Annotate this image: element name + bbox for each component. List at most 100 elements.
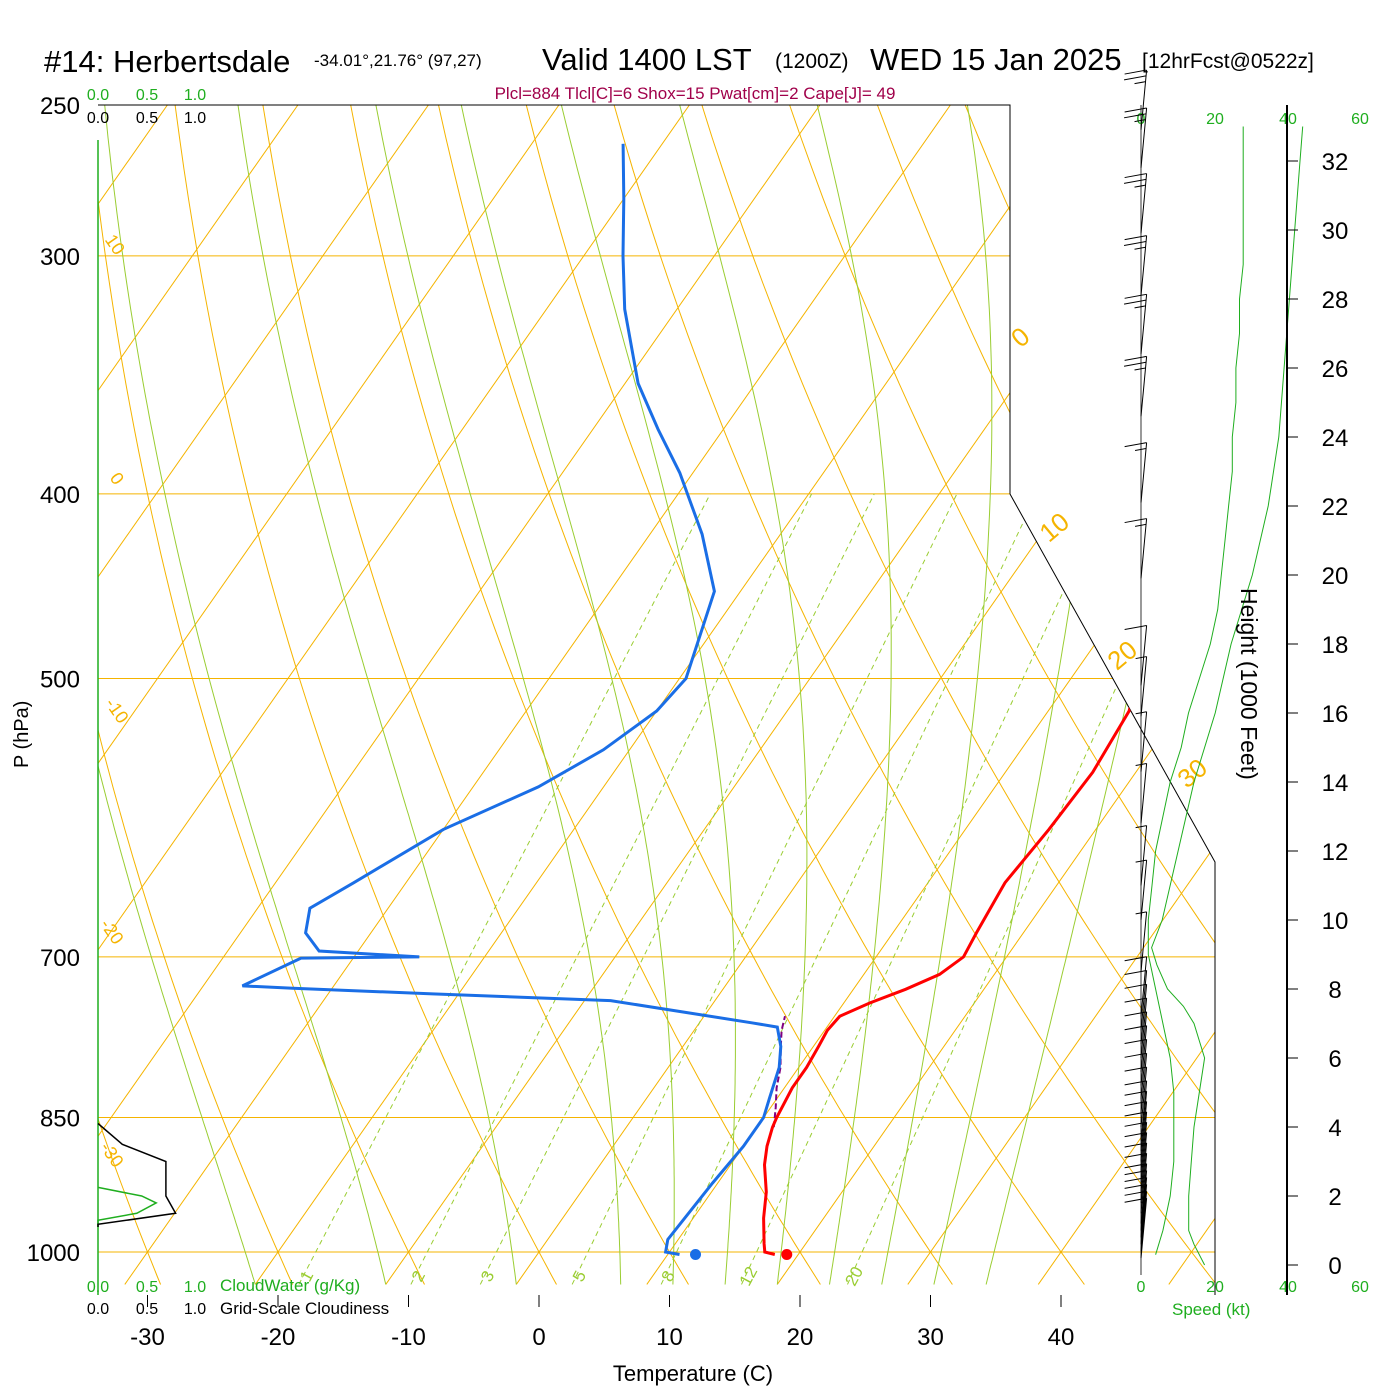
cloudwater-tick-bottom: 1.0: [184, 1279, 206, 1296]
height-tick-label: 2: [1328, 1184, 1341, 1211]
height-reference-curve: [1151, 126, 1304, 1266]
zulu-time: (1200Z): [775, 50, 849, 73]
dry-adiabat: [525, 105, 1085, 1285]
isotherm-line: [98, 105, 429, 1285]
wind-speed-tick-top: 20: [1206, 111, 1224, 128]
moist-adiabat: [98, 105, 256, 1285]
wind-speed-axis-title: Speed (kt): [1172, 1300, 1250, 1319]
moist-adiabat: [560, 105, 736, 1285]
cloudiness-tick-top: 0.0: [87, 110, 109, 127]
cloudiness-tick-bottom: 1.0: [184, 1301, 206, 1318]
cloudwater-tick-top: 0.0: [87, 87, 109, 104]
wind-barb: [1135, 763, 1148, 824]
station-title: #14: Herbertsdale: [44, 44, 290, 79]
wind-speed-tick-bottom: 40: [1279, 1279, 1297, 1296]
wind-barb: [1135, 859, 1148, 921]
temperature-axis-title: Temperature (C): [613, 1361, 773, 1386]
temperature-tick-label: 10: [656, 1324, 683, 1351]
dry-adiabat: [438, 105, 953, 1285]
isotherm-label: -10: [101, 694, 132, 727]
temperature-tick-label: 20: [787, 1324, 814, 1351]
wind-barb: [1135, 825, 1148, 886]
wind-barb: [1123, 173, 1148, 234]
pressure-axis: 250 300 400 500 700 850 1000: [27, 93, 80, 1267]
isotherm-line: [515, 105, 1215, 1285]
height-tick-label: 26: [1322, 356, 1349, 383]
height-tick-label: 4: [1328, 1115, 1341, 1142]
isotherm-label: 0: [106, 469, 128, 489]
wind-barb: [1124, 625, 1148, 686]
dry-adiabat: [174, 105, 557, 1285]
moist-adiabat: [816, 105, 892, 1285]
mixing-ratio-label: 8: [658, 1268, 679, 1285]
wind-barb: [1124, 442, 1148, 503]
mixing-ratio-label: 12: [736, 1263, 762, 1289]
moist-adiabat: [881, 105, 993, 1285]
valid-time: Valid 1400 LST: [542, 42, 752, 77]
mixing-ratio-line: [847, 493, 1204, 1285]
temperature-tick-label: 30: [917, 1324, 944, 1351]
cloudiness-profile: [97, 1122, 177, 1227]
mixing-ratio-line: [741, 493, 1110, 1285]
isotherm-line: [254, 105, 1082, 1285]
dry-adiabat: [0, 105, 29, 1285]
cloudiness-tick-top: 0.5: [136, 110, 158, 127]
cloudwater-tick-bottom: 0.5: [136, 1279, 158, 1296]
height-tick-label: 24: [1322, 425, 1349, 452]
wind-barb: [1123, 293, 1148, 355]
height-tick-label: 8: [1328, 977, 1341, 1004]
wind-speed-tick-bottom: 20: [1206, 1279, 1224, 1296]
dry-adiabat: [350, 105, 821, 1285]
cloudiness-axis-title: Grid-Scale Cloudiness: [220, 1299, 389, 1318]
pressure-tick-label: 700: [40, 945, 80, 972]
surface-dewpoint-dot: [690, 1248, 702, 1260]
header: #14: Herbertsdale -34.01°,21.76° (97,27)…: [44, 42, 1314, 103]
wind-barb: [1123, 69, 1148, 130]
wind-barb: [1135, 656, 1148, 717]
isotherm-line: [98, 105, 299, 1285]
temperature-axis: -30 -20 -10 0 10 20 30 40: [130, 1295, 1074, 1351]
isotherm-line: [0, 105, 37, 1284]
forecast-info: [12hrFcst@0522z]: [1142, 50, 1314, 73]
wind-barb: [1124, 970, 1148, 1031]
dry-adiabat: [1052, 105, 1215, 1285]
dry-adiabat: [613, 105, 1215, 1285]
wind-panel: 00202040406060: [1123, 69, 1369, 1296]
pressure-tick-label: 850: [40, 1106, 80, 1133]
dry-adiabat: [876, 105, 1215, 1285]
dry-adiabat: [701, 105, 1215, 1285]
wind-barb: [1124, 956, 1148, 1017]
plot-frame: [98, 104, 1216, 1295]
cloud-profiles: [97, 1122, 177, 1227]
cloudiness-tick-bottom: 0.0: [87, 1301, 109, 1318]
isotherm-line: [124, 105, 951, 1285]
height-tick-label: 14: [1322, 770, 1349, 797]
pressure-tick-label: 250: [40, 93, 80, 120]
height-tick-label: 30: [1322, 218, 1349, 245]
wind-speed-tick-bottom: 60: [1351, 1279, 1369, 1296]
temperature-tick-label: -10: [391, 1324, 426, 1351]
cloudwater-axis-title: CloudWater (g/Kg): [220, 1276, 360, 1295]
dry-adiabat: [98, 105, 162, 1285]
moist-adiabat: [460, 105, 675, 1285]
wind-barb: [1124, 1111, 1148, 1172]
cloudwater-tick-top: 0.5: [136, 87, 158, 104]
isotherm-line: [98, 105, 168, 1285]
isotherm-label: -30: [96, 1138, 127, 1171]
height-tick-label: 32: [1322, 149, 1349, 176]
wind-barb: [1123, 355, 1148, 417]
dry-adiabat: [964, 105, 1215, 1285]
temperature-tick-label: -30: [130, 1324, 165, 1351]
dry-adiabat: [789, 105, 1215, 1285]
dewpoint-line: [241, 143, 783, 1256]
mixing-ratio-line: [571, 493, 958, 1285]
temperature-tick-label: 40: [1048, 1324, 1075, 1351]
mixing-ratio-label: 5: [569, 1268, 590, 1285]
thermodynamic-grid: [0, 105, 1215, 1285]
moist-adiabat: [375, 105, 622, 1285]
cloudwater-profile: [97, 1186, 158, 1227]
wind-barb: [1123, 235, 1148, 296]
dry-adiabat: [98, 105, 425, 1285]
